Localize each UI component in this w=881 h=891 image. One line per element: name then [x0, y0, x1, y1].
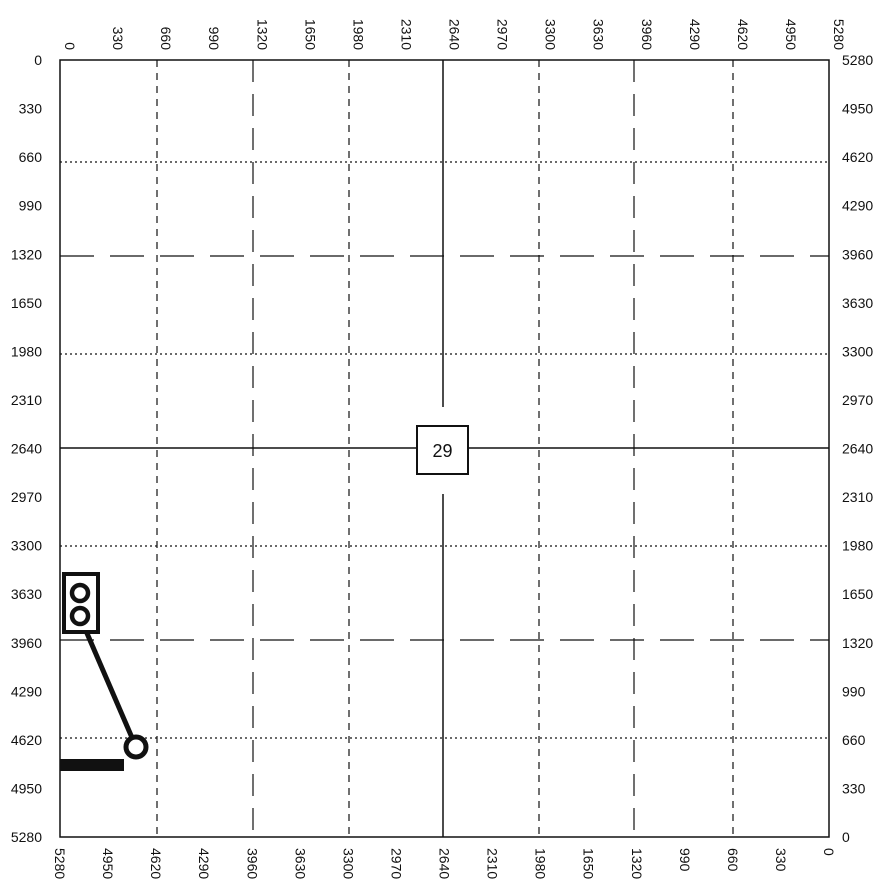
bottom-axis-label: 1980: [533, 848, 549, 879]
right-axis-label: 4620: [842, 149, 873, 165]
left-axis-label: 3300: [11, 538, 42, 554]
bottom-axis-label: 1320: [629, 848, 645, 879]
right-axis-labels: 5280495046204290396036303300297026402310…: [842, 52, 873, 845]
left-axis-label: 1650: [11, 295, 42, 311]
top-axis-label: 3300: [543, 19, 559, 50]
top-axis-label: 4950: [783, 19, 799, 50]
left-axis-label: 330: [19, 101, 43, 117]
right-axis-label: 5280: [842, 52, 873, 68]
bottom-axis-label: 0: [821, 848, 837, 856]
left-axis-label: 4290: [11, 683, 42, 699]
left-axis-label: 2640: [11, 441, 42, 457]
right-axis-label: 4290: [842, 198, 873, 214]
right-axis-label: 2640: [842, 441, 873, 457]
feature-circle-lower: [69, 605, 91, 627]
feature-circle-upper: [69, 582, 91, 604]
left-axis-label: 4620: [11, 732, 42, 748]
right-axis-label: 2970: [842, 392, 873, 408]
top-axis-label: 4290: [687, 19, 703, 50]
top-axis-label: 0: [62, 42, 78, 50]
top-axis-label: 2970: [495, 19, 511, 50]
right-axis-label: 1320: [842, 635, 873, 651]
right-axis-label: 3960: [842, 246, 873, 262]
right-axis-label: 4950: [842, 101, 873, 117]
left-axis-label: 4950: [11, 780, 42, 796]
bottom-axis-labels: 5280 4950 4620 4290 3960 3630 3300 2970 2640 2310…: [52, 848, 837, 879]
bottom-axis-label: 2640: [437, 848, 453, 879]
left-axis-label: 1320: [11, 246, 42, 262]
left-axis-label: 5280: [11, 829, 42, 845]
right-axis-label: 660: [842, 732, 866, 748]
left-axis-label: 3960: [11, 635, 42, 651]
bottom-axis-label: 4290: [196, 848, 212, 879]
top-axis-label: 1320: [254, 19, 270, 50]
bottom-axis-label: 3960: [244, 848, 260, 879]
bottom-axis-label: 2970: [388, 848, 404, 879]
left-axis-label: 660: [19, 149, 43, 165]
bottom-axis-label: 3630: [292, 848, 308, 879]
top-axis-label: 330: [110, 27, 126, 51]
right-axis-label: 3300: [842, 343, 873, 359]
top-axis-label: 2310: [398, 19, 414, 50]
left-axis-label: 1980: [11, 343, 42, 359]
top-axis-label: 1650: [302, 19, 318, 50]
bottom-axis-label: 5280: [52, 848, 68, 879]
bottom-axis-label: 1650: [581, 848, 597, 879]
top-axis-label: 2640: [447, 19, 463, 50]
left-axis-labels: 0 330 660 990 1320 1650 1980 2310 2640 2970 3300 36…: [11, 52, 42, 845]
bottom-axis-label: 990: [677, 848, 693, 872]
bottom-axis-label: 660: [725, 848, 741, 872]
bottom-axis-label: 4950: [100, 848, 116, 879]
bottom-axis-label: 4620: [148, 848, 164, 879]
right-axis-label: 990: [842, 683, 866, 699]
left-axis-label: 2310: [11, 392, 42, 408]
right-axis-label: 3630: [842, 295, 873, 311]
left-axis-label: 3630: [11, 586, 42, 602]
feature-circle-end: [123, 734, 149, 760]
section-label: 29: [432, 441, 452, 461]
left-axis-label: 990: [19, 198, 43, 214]
top-axis-label: 3960: [639, 19, 655, 50]
bottom-axis-label: 330: [773, 848, 789, 872]
section-label-box: [416, 425, 469, 475]
top-axis-label: 5280: [831, 19, 847, 50]
left-axis-label: 0: [34, 52, 42, 68]
top-axis-label: 4620: [735, 19, 751, 50]
feature-bar: [60, 759, 124, 771]
top-axis-labels: 0 330 660 990 1320 1650 1980 2310 2640 2970 3300 36…: [62, 19, 847, 50]
connector-line: [77, 616, 139, 748]
left-axis-label: 2970: [11, 489, 42, 505]
top-axis-label: 990: [206, 27, 222, 51]
bottom-axis-label: 2310: [485, 848, 501, 879]
bottom-axis-label: 3300: [340, 848, 356, 879]
right-axis-label: 2310: [842, 489, 873, 505]
right-axis-label: 330: [842, 780, 866, 796]
top-axis-label: 660: [158, 27, 174, 51]
right-axis-label: 1650: [842, 586, 873, 602]
right-axis-label: 1980: [842, 538, 873, 554]
right-axis-label: 0: [842, 829, 850, 845]
top-axis-label: 1980: [350, 19, 366, 50]
top-axis-label: 3630: [591, 19, 607, 50]
